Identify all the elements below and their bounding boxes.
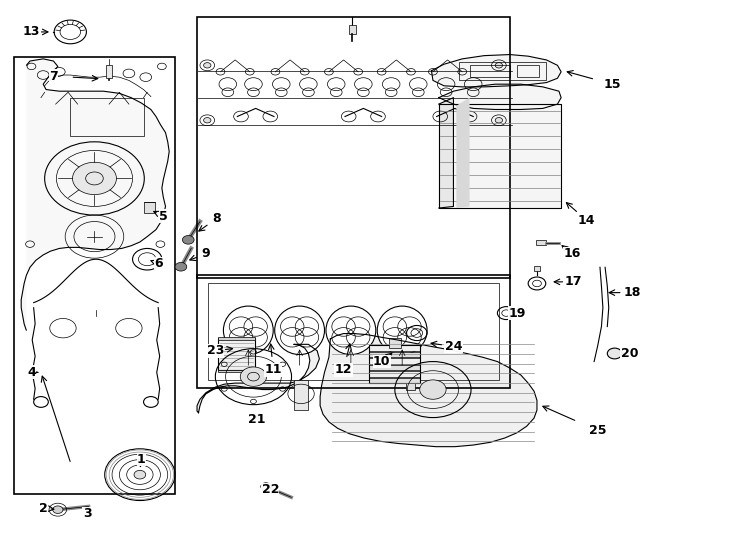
Circle shape <box>53 506 63 514</box>
Bar <box>197 275 510 388</box>
Circle shape <box>203 63 211 68</box>
Text: 10: 10 <box>373 355 390 368</box>
Text: 16: 16 <box>564 247 581 260</box>
Text: 14: 14 <box>578 214 595 227</box>
Bar <box>369 352 421 357</box>
Bar <box>459 62 547 80</box>
Ellipse shape <box>223 306 273 355</box>
Text: 8: 8 <box>213 212 221 225</box>
Circle shape <box>495 118 503 123</box>
Text: 18: 18 <box>623 286 641 299</box>
Bar <box>70 98 144 137</box>
Polygon shape <box>439 84 561 110</box>
Bar <box>369 346 421 351</box>
Bar <box>218 338 255 370</box>
Ellipse shape <box>377 306 427 355</box>
Bar <box>369 365 421 370</box>
Circle shape <box>420 380 446 399</box>
Bar <box>294 380 308 410</box>
Text: 9: 9 <box>202 247 210 260</box>
Text: 3: 3 <box>83 507 92 520</box>
Bar <box>218 338 255 340</box>
Text: 13: 13 <box>23 25 40 38</box>
Text: 1: 1 <box>137 453 146 466</box>
Bar <box>389 339 401 348</box>
Bar <box>349 25 356 34</box>
Circle shape <box>175 262 186 271</box>
Text: 15: 15 <box>603 78 621 91</box>
Bar <box>517 65 539 77</box>
Polygon shape <box>457 98 470 208</box>
Text: 24: 24 <box>445 340 462 353</box>
Circle shape <box>261 483 271 490</box>
Ellipse shape <box>275 306 324 355</box>
Text: 7: 7 <box>49 70 58 83</box>
Bar <box>369 377 421 383</box>
Text: 20: 20 <box>620 347 638 360</box>
Text: 21: 21 <box>248 413 266 426</box>
Circle shape <box>495 63 503 68</box>
Circle shape <box>203 118 211 123</box>
Bar <box>145 202 155 213</box>
Bar <box>536 240 546 245</box>
Bar <box>534 266 540 271</box>
Polygon shape <box>439 98 454 208</box>
Text: 5: 5 <box>159 210 167 222</box>
Circle shape <box>134 470 146 479</box>
Bar <box>406 383 415 389</box>
Text: 25: 25 <box>589 424 606 437</box>
Polygon shape <box>21 59 170 330</box>
Text: 2: 2 <box>39 502 48 515</box>
Circle shape <box>182 235 194 244</box>
Bar <box>369 372 421 376</box>
Circle shape <box>607 348 622 359</box>
Text: 6: 6 <box>154 257 162 270</box>
Bar <box>369 346 421 383</box>
Bar <box>197 17 510 278</box>
Circle shape <box>240 367 266 386</box>
Bar <box>14 57 175 494</box>
Bar <box>208 284 499 380</box>
Text: 23: 23 <box>207 345 224 357</box>
Polygon shape <box>432 55 561 87</box>
Bar <box>369 359 421 364</box>
Text: 22: 22 <box>261 483 279 496</box>
Polygon shape <box>197 345 319 413</box>
Ellipse shape <box>326 306 376 355</box>
Bar <box>470 65 510 77</box>
Polygon shape <box>320 334 537 447</box>
Bar <box>106 65 112 78</box>
Text: 19: 19 <box>509 307 526 320</box>
Circle shape <box>73 163 117 194</box>
Bar <box>218 370 255 373</box>
Text: 4: 4 <box>27 366 36 379</box>
Text: 11: 11 <box>264 363 282 376</box>
Text: 17: 17 <box>565 275 582 288</box>
Text: 12: 12 <box>335 363 352 376</box>
Polygon shape <box>439 104 561 208</box>
